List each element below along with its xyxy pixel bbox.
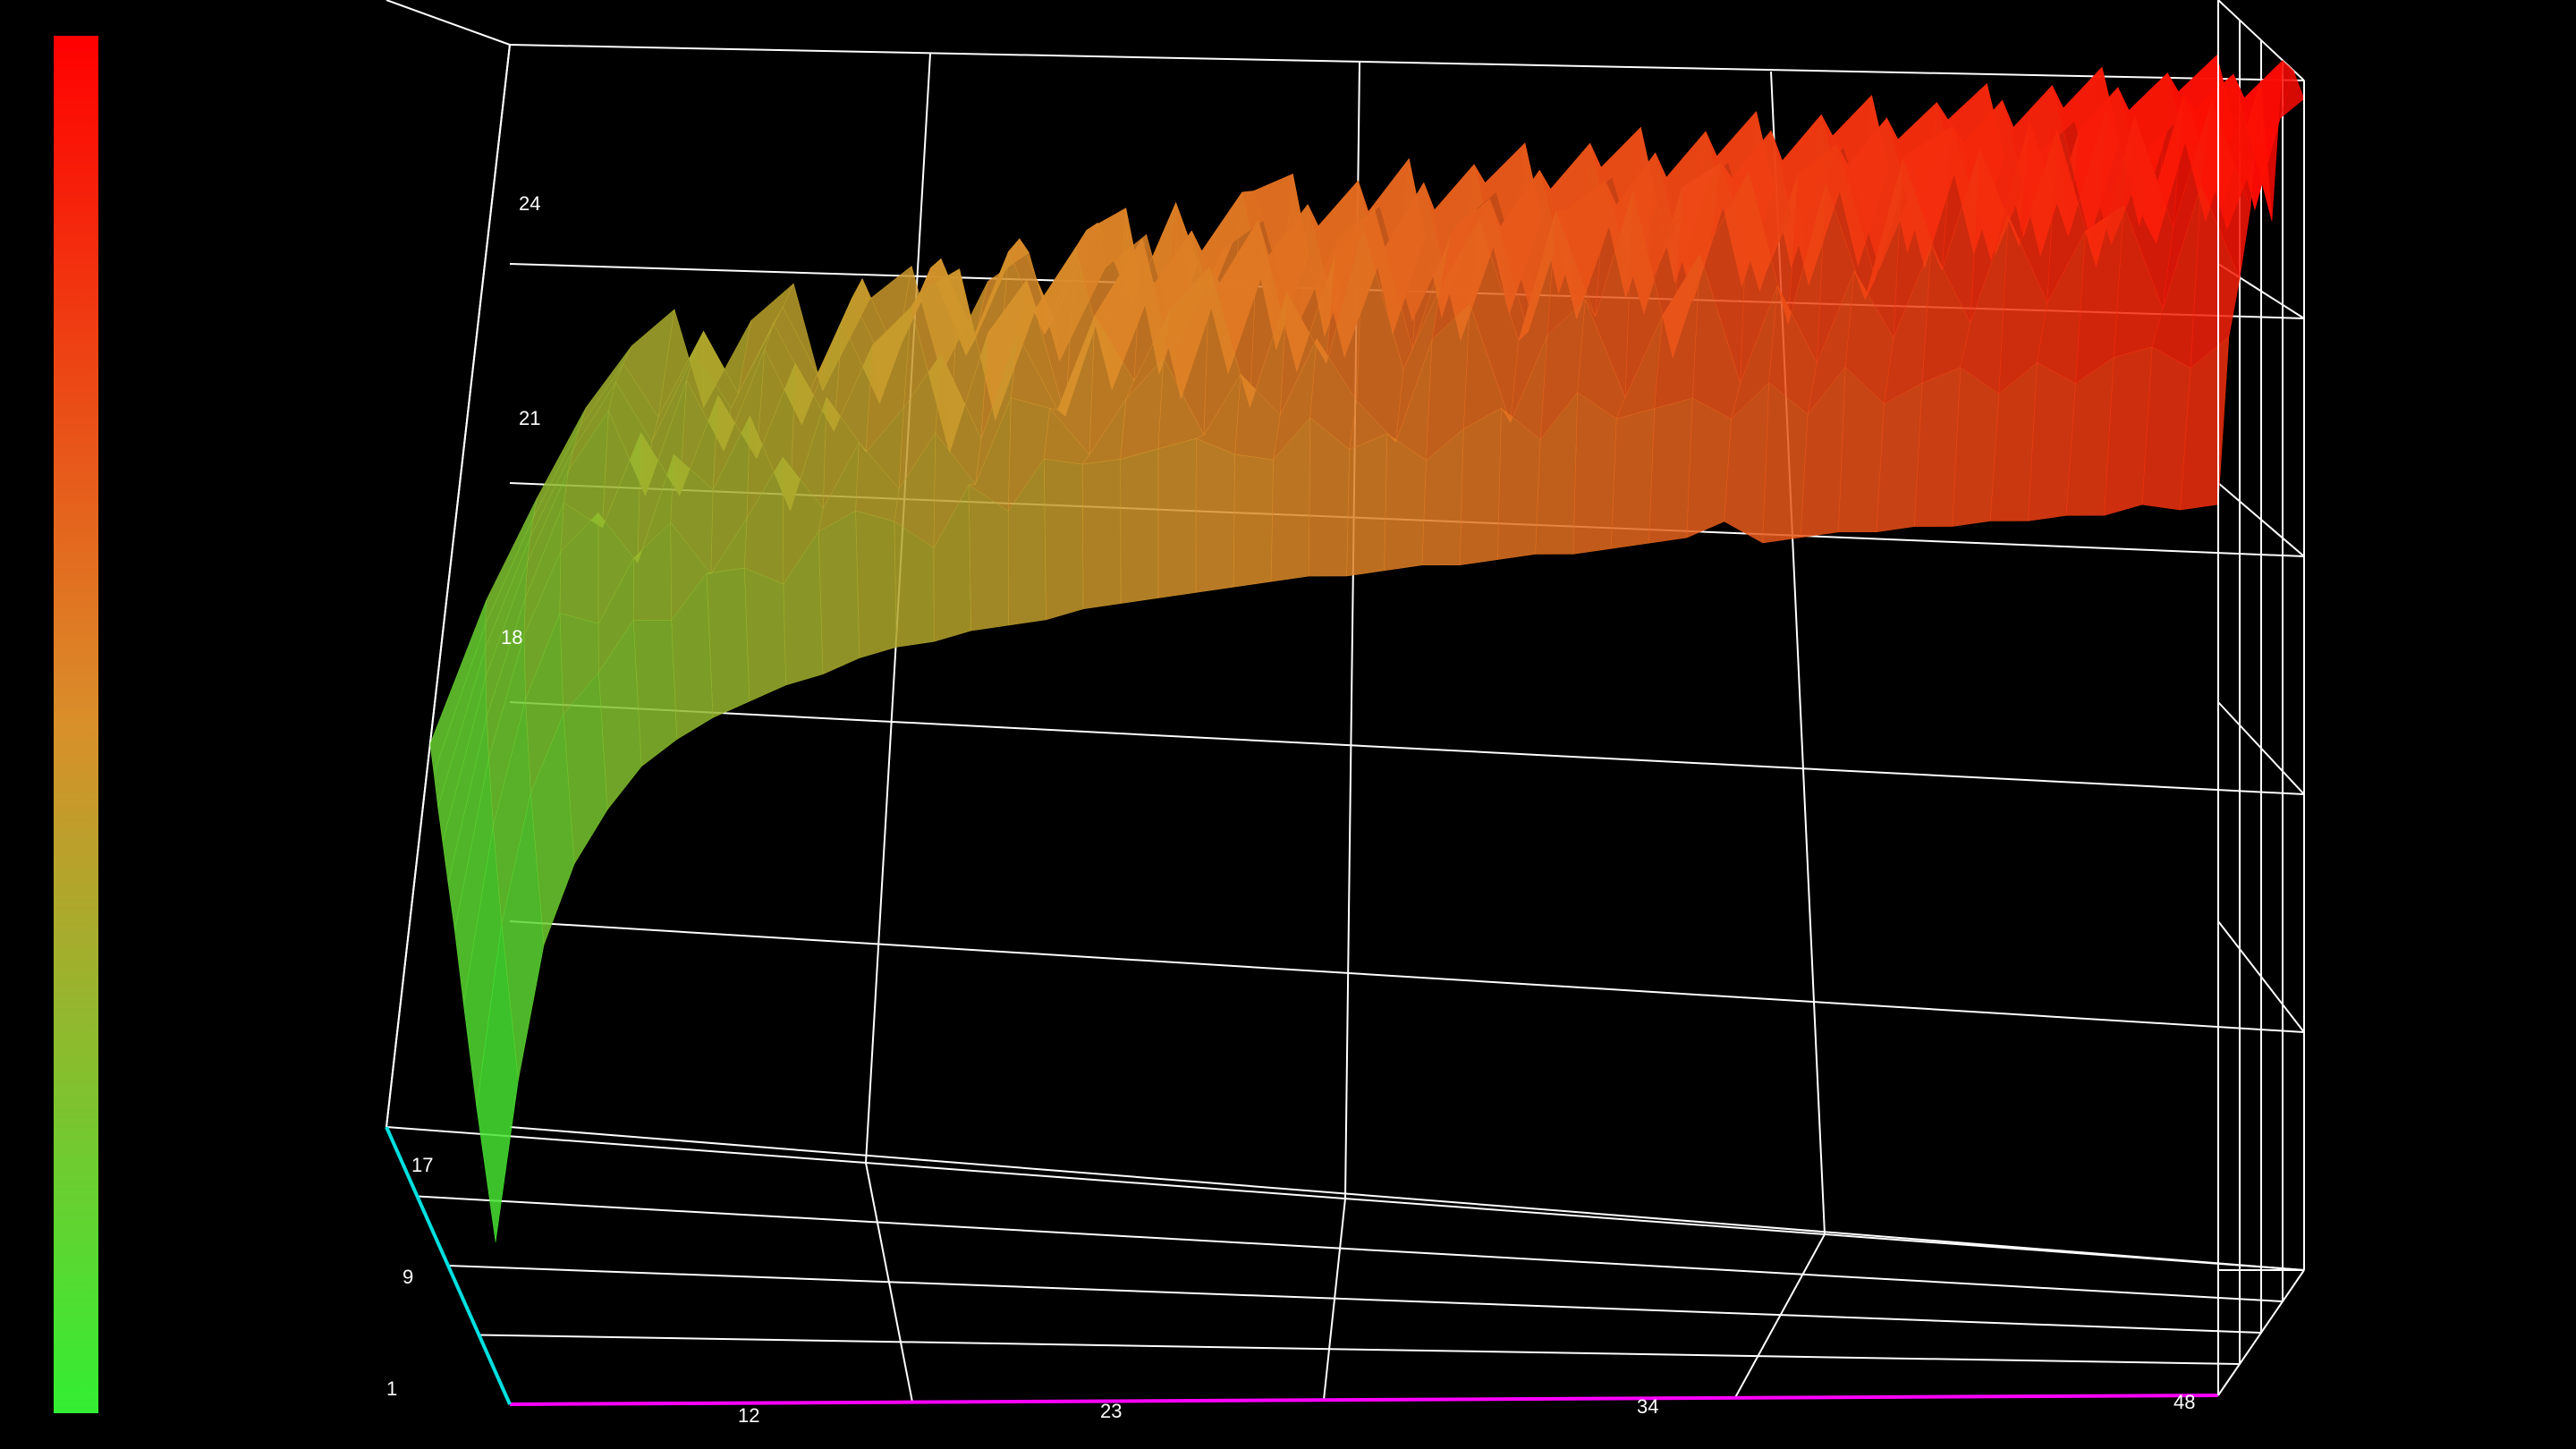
surface-cell — [1082, 459, 1121, 608]
surface-cell — [1233, 454, 1274, 587]
surface-cell — [744, 568, 785, 701]
surface-cell — [856, 511, 897, 658]
surface-cell — [1347, 434, 1387, 576]
axis-tick-label: 1 — [386, 1377, 397, 1400]
surface-cell — [1648, 398, 1692, 543]
axis-tick-label: 9 — [402, 1266, 413, 1288]
surface-cell — [1158, 438, 1196, 597]
surface-cell — [1121, 449, 1158, 604]
axis-tick-label: 21 — [519, 407, 540, 429]
axis-tick-label: 18 — [501, 626, 522, 648]
surface-cell — [1044, 459, 1083, 620]
axis-tick-label: 12 — [738, 1404, 759, 1427]
surface-cell — [1611, 409, 1654, 549]
axis-tick-label: 24 — [519, 192, 540, 215]
surface-3d-chart[interactable]: 24 21 18 17 9 1 12 23 34 48 — [0, 0, 2576, 1449]
color-legend — [54, 36, 98, 1413]
surface-cell — [1573, 393, 1616, 555]
surface-cell — [707, 568, 750, 717]
surface-cell — [1460, 408, 1501, 565]
axis-tick-label: 17 — [411, 1154, 433, 1176]
surface-cell — [1196, 438, 1235, 592]
axis-tick-label: 23 — [1100, 1400, 1122, 1422]
surface-cell — [818, 511, 860, 674]
axis-tick-label: 34 — [1637, 1395, 1658, 1418]
axis-tick-label: 48 — [2174, 1391, 2195, 1413]
